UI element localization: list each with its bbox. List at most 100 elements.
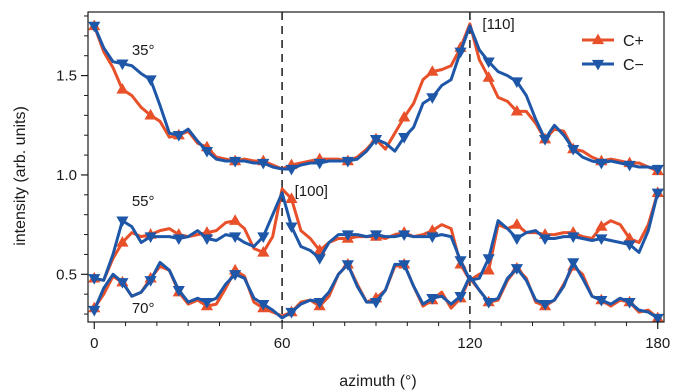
triangle-down-marker [229, 270, 242, 281]
triangle-up-marker [426, 224, 439, 235]
triangle-down-marker [257, 232, 270, 243]
triangle-down-marker [426, 232, 439, 243]
triangle-down-marker [595, 295, 608, 307]
annotation-label: 35° [132, 42, 155, 59]
triangle-down-marker [285, 222, 298, 234]
triangle-up-marker [595, 220, 608, 231]
triangle-down-marker [482, 254, 495, 265]
legend-item: C+ [582, 33, 644, 50]
legend-label: C− [623, 57, 644, 74]
triangle-down-marker [172, 286, 185, 297]
plot-frame [87, 11, 665, 323]
triangle-down-marker [88, 21, 101, 33]
triangle-down-marker [398, 133, 411, 144]
x-tick-label: 60 [274, 335, 291, 352]
triangle-down-marker [341, 156, 354, 168]
annotation-label: 70° [132, 300, 155, 317]
triangle-down-marker [313, 254, 326, 265]
legend-item: C− [582, 57, 644, 74]
annotation-label: 55° [132, 193, 155, 210]
triangle-down-marker [595, 158, 608, 170]
triangle-down-marker [172, 234, 185, 245]
triangle-down-marker [623, 240, 636, 251]
triangle-up-marker [510, 104, 523, 116]
triangle-down-marker [595, 234, 608, 245]
triangle-down-marker [510, 77, 523, 88]
series-layer [88, 19, 664, 325]
triangle-down-marker [651, 313, 664, 325]
y-tick-label: 1.0 [56, 167, 77, 184]
triangle-down-marker [398, 260, 411, 271]
reference-lines [281, 12, 471, 322]
triangle-up-marker [482, 71, 495, 82]
x-tick-label: 120 [457, 335, 482, 352]
axis-ticks: 0 60 120 180 0.5 1.0 1.5 [56, 15, 670, 352]
triangle-down-marker [426, 93, 439, 104]
triangle-up-marker [482, 263, 495, 275]
triangle-down-marker [454, 292, 467, 303]
triangle-up-marker [591, 33, 605, 45]
y-tick-label: 0.5 [56, 266, 77, 283]
triangle-down-marker [369, 230, 383, 241]
triangle-down-marker [116, 216, 129, 228]
triangle-down-marker [313, 297, 326, 309]
triangle-up-marker [510, 218, 523, 229]
triangle-down-marker [200, 234, 214, 245]
triangle-down-marker [369, 297, 383, 309]
triangle-down-marker [285, 307, 298, 319]
triangle-up-marker [229, 214, 242, 225]
triangle-up-marker [398, 110, 411, 122]
triangle-down-marker [651, 188, 664, 200]
triangle-up-marker [144, 108, 157, 120]
triangle-down-marker [454, 256, 467, 267]
triangle-down-marker [144, 232, 157, 243]
triangle-down-marker [116, 59, 129, 71]
triangle-down-marker [538, 135, 552, 146]
triangle-down-marker [623, 297, 636, 309]
triangle-down-marker [510, 264, 523, 275]
triangle-down-marker [623, 160, 636, 172]
annotation-label: [110] [482, 16, 514, 33]
legend: C+ C− [582, 33, 644, 74]
triangle-down-marker [454, 47, 467, 59]
triangle-down-marker [341, 230, 354, 241]
triangle-down-marker [591, 59, 605, 71]
annotations: 35° 55° 70° [100] [110] [132, 16, 515, 317]
triangle-down-marker [510, 234, 523, 245]
triangle-up-marker [257, 246, 270, 257]
y-axis-title: intensity (arb. units) [12, 106, 29, 246]
triangle-down-marker [200, 146, 214, 158]
triangle-up-marker [285, 192, 298, 203]
annotation-label: [100] [295, 183, 328, 200]
triangle-down-marker [567, 258, 580, 269]
triangle-up-marker [623, 232, 636, 243]
series-c-minus [88, 21, 664, 325]
triangle-down-marker [88, 274, 101, 285]
triangle-down-marker [116, 278, 129, 289]
triangle-down-marker [426, 293, 439, 305]
triangle-down-marker [88, 305, 101, 317]
triangle-down-marker [257, 158, 270, 170]
x-tick-label: 0 [90, 335, 98, 352]
triangle-down-marker [313, 158, 326, 170]
triangle-down-marker [369, 135, 383, 146]
triangle-down-marker [651, 164, 664, 176]
triangle-down-marker [567, 232, 580, 243]
triangle-down-marker [538, 234, 552, 245]
triangle-down-marker [538, 299, 552, 311]
triangle-down-marker [285, 164, 298, 176]
triangle-down-marker [341, 260, 354, 271]
series-c-plus [88, 19, 664, 323]
triangle-down-marker [200, 297, 214, 309]
y-tick-label: 1.5 [56, 68, 77, 85]
triangle-down-marker [144, 75, 157, 86]
triangle-down-marker [567, 144, 580, 156]
triangle-down-marker [144, 276, 157, 287]
triangle-up-marker [426, 65, 439, 76]
triangle-up-marker [116, 83, 129, 94]
triangle-down-marker [398, 230, 411, 241]
triangle-down-marker [229, 156, 242, 168]
triangle-down-marker [257, 299, 270, 311]
x-axis-title: azimuth (°) [339, 373, 417, 390]
